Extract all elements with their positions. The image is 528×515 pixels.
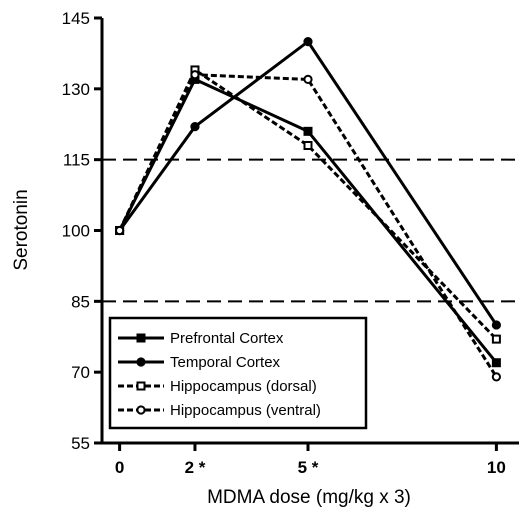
y-tick-label: 145 (62, 9, 90, 28)
y-tick-label: 100 (62, 222, 90, 241)
legend: Prefrontal Cortex Temporal Cortex Hippocam… (108, 316, 368, 430)
point-temporal-cortex (303, 37, 313, 47)
series-markers (115, 37, 501, 382)
y-tick-label: 70 (71, 363, 90, 382)
x-axis-title: MDMA dose (mg/kg x 3) (207, 487, 411, 508)
point-hippocampus-dorsal (303, 141, 313, 150)
legend-label-hippocampus-ventral: Hippocampus (ventral) (170, 402, 321, 419)
x-tick-label: 0 (115, 458, 124, 477)
x-tick-label: 10 (487, 458, 506, 477)
x-ticks: 0 2 * 5 * 10 (115, 443, 506, 477)
series-line-hippocampus-ventral (118, 73, 498, 378)
series-line-temporal-cortex (118, 39, 498, 326)
legend-marker-temporal-cortex (136, 357, 146, 367)
point-hippocampus-ventral (491, 372, 501, 382)
legend-marker-prefrontal-cortex (136, 333, 146, 343)
point-hippocampus-ventral (303, 74, 313, 84)
reference-lines (102, 158, 519, 303)
legend-marker-hippocampus-dorsal (136, 381, 146, 391)
point-prefrontal-cortex (491, 358, 501, 368)
legend-box (108, 316, 368, 430)
y-tick-label: 85 (71, 292, 90, 311)
y-ticks: 55 70 85 100 115 130 145 (62, 9, 102, 453)
point-temporal-cortex (491, 320, 501, 330)
legend-label-temporal-cortex: Temporal Cortex (170, 354, 281, 371)
y-tick-label: 115 (63, 151, 90, 170)
point-hippocampus-ventral (190, 70, 200, 80)
legend-label-hippocampus-dorsal: Hippocampus (dorsal) (170, 378, 317, 395)
legend-label-prefrontal-cortex: Prefrontal Cortex (170, 330, 284, 347)
point-hippocampus-ventral (115, 225, 125, 236)
x-tick-label: 2 * (185, 458, 206, 477)
y-tick-label: 55 (71, 434, 90, 453)
x-tick-label: 5 * (298, 458, 319, 477)
legend-marker-hippocampus-ventral (136, 405, 146, 415)
series-line-hippocampus-dorsal (118, 67, 498, 341)
point-hippocampus-dorsal (491, 334, 501, 344)
y-tick-label: 130 (62, 80, 90, 99)
series-lines (118, 39, 498, 378)
point-temporal-cortex (190, 122, 200, 132)
y-axis-title: Serotonin (11, 189, 32, 270)
point-prefrontal-cortex (303, 126, 313, 136)
